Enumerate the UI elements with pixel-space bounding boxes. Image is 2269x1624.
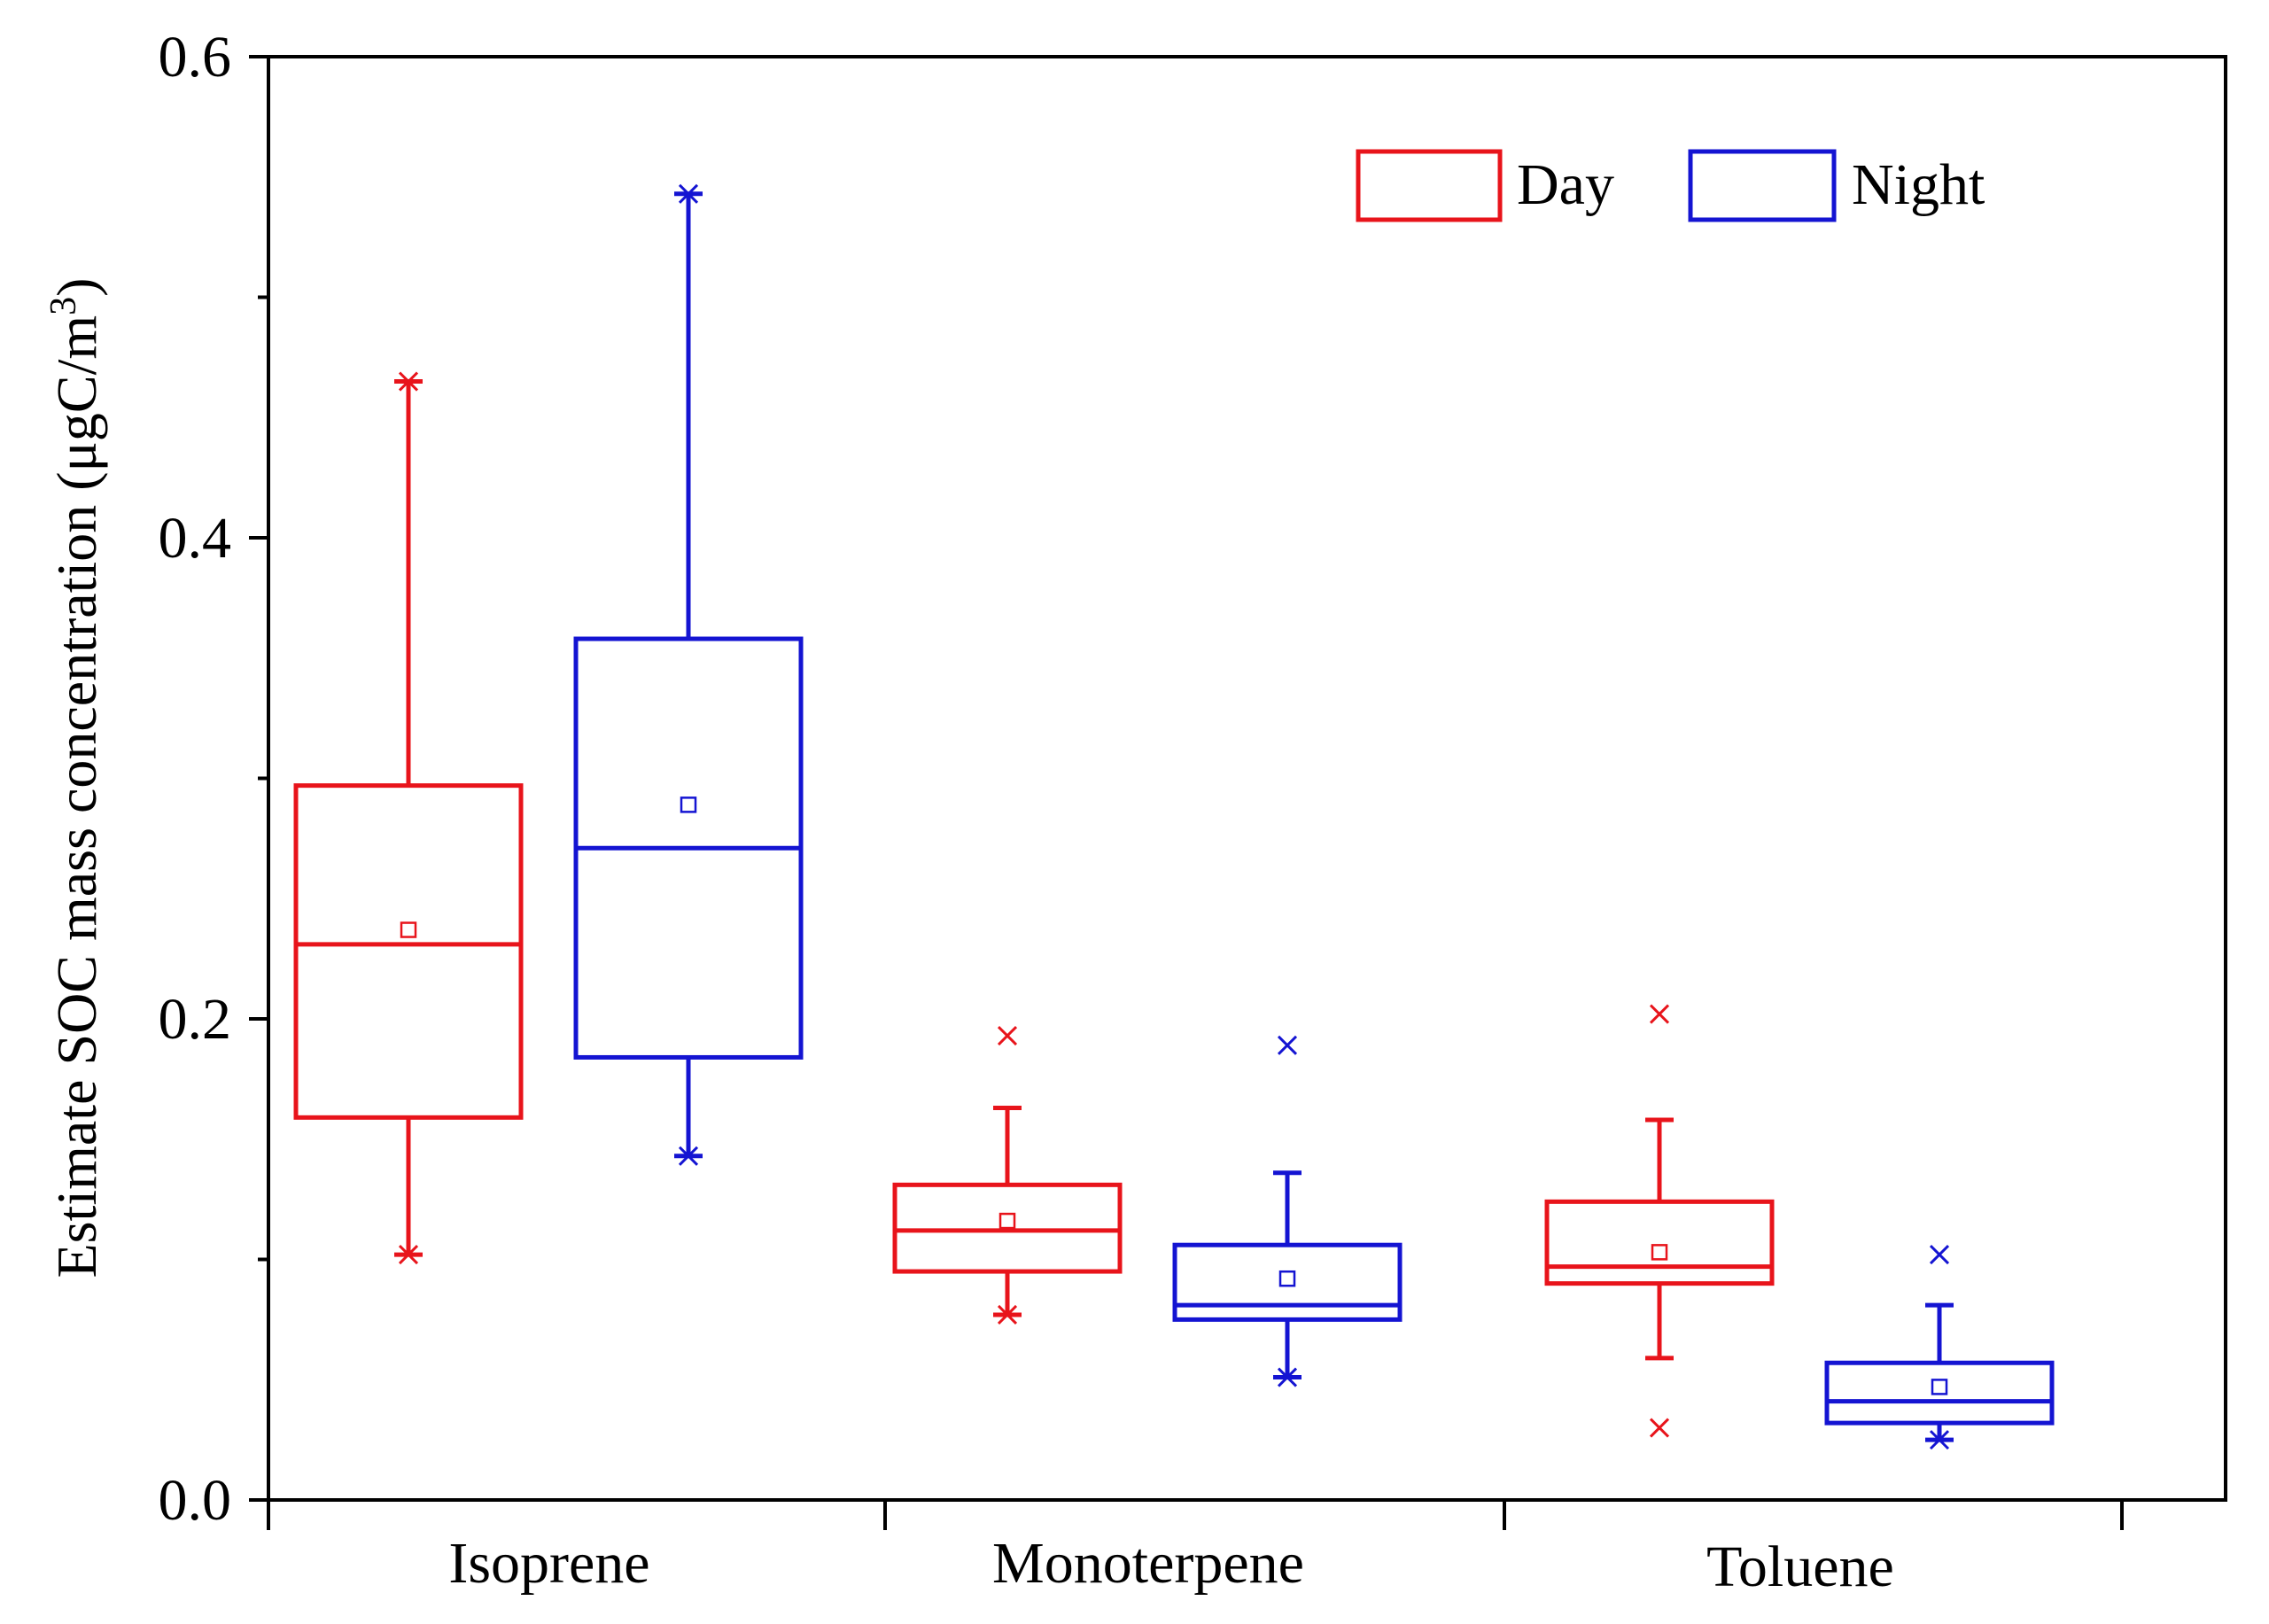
legend-label-day: Day bbox=[1517, 152, 1614, 217]
mean-marker bbox=[999, 1212, 1016, 1230]
y-axis: 0.0 0.2 0.4 0.6 bbox=[159, 25, 268, 1533]
box-day-toluene bbox=[1544, 1004, 1775, 1438]
y-axis-label: Estimate SOC mass concentration (μgC/m3) bbox=[43, 278, 108, 1278]
legend-label-night: Night bbox=[1852, 152, 1985, 217]
marker-stroke bbox=[1649, 1004, 1670, 1024]
max-marker bbox=[997, 1025, 1018, 1046]
y-tick-label: 0.0 bbox=[159, 1468, 232, 1533]
box-series-group bbox=[293, 183, 2055, 1450]
box-iqr bbox=[1824, 1360, 2055, 1426]
mean-marker bbox=[680, 796, 697, 813]
marker-stroke bbox=[1649, 1418, 1670, 1438]
y-tick-label: 0.2 bbox=[159, 987, 232, 1052]
box-iqr bbox=[1172, 1242, 1403, 1322]
marker-stroke bbox=[398, 371, 419, 392]
max-marker bbox=[1649, 1004, 1670, 1024]
box-night-toluene bbox=[1824, 1245, 2055, 1450]
marker-stroke bbox=[398, 1245, 419, 1265]
max-marker bbox=[398, 371, 419, 392]
min-marker bbox=[1929, 1430, 1950, 1450]
series-day bbox=[293, 371, 1775, 1438]
min-marker bbox=[1649, 1418, 1670, 1438]
marker-stroke bbox=[678, 183, 699, 204]
box-iqr bbox=[1544, 1199, 1775, 1286]
x-category-label: Toluene bbox=[1706, 1535, 1894, 1599]
max-marker bbox=[1277, 1035, 1298, 1055]
marker-stroke bbox=[1277, 1367, 1298, 1387]
box-iqr bbox=[293, 783, 524, 1120]
marker-stroke bbox=[1277, 1035, 1298, 1055]
y-tick-label: 0.4 bbox=[159, 506, 232, 571]
x-axis: Isoprene Monoterpene Toluene bbox=[267, 1500, 2124, 1599]
box-night-monoterpene bbox=[1172, 1035, 1403, 1387]
y-axis-label-superscript: 3 bbox=[43, 297, 84, 315]
min-marker bbox=[398, 1245, 419, 1265]
min-marker bbox=[1277, 1367, 1298, 1387]
series-night bbox=[573, 183, 2055, 1450]
box-night-isoprene bbox=[573, 183, 804, 1166]
box-day-monoterpene bbox=[892, 1025, 1123, 1325]
marker-stroke bbox=[1929, 1430, 1950, 1450]
max-marker bbox=[678, 183, 699, 204]
mean-marker bbox=[1931, 1379, 1948, 1395]
marker-stroke bbox=[1929, 1245, 1950, 1265]
mean-marker bbox=[1278, 1270, 1296, 1287]
y-tick-label: 0.6 bbox=[159, 25, 232, 89]
y-axis-label-main: Estimate SOC mass concentration (μgC/m bbox=[45, 315, 108, 1278]
y-axis-label-close: ) bbox=[45, 278, 108, 297]
marker-stroke bbox=[997, 1025, 1018, 1046]
min-marker bbox=[678, 1146, 699, 1166]
max-marker bbox=[1929, 1245, 1950, 1265]
mean-marker bbox=[1651, 1244, 1668, 1261]
min-marker bbox=[997, 1304, 1018, 1325]
marker-stroke bbox=[997, 1304, 1018, 1325]
box-iqr bbox=[892, 1182, 1123, 1274]
x-category-label: Monoterpene bbox=[992, 1531, 1304, 1596]
legend-swatch-day bbox=[1356, 149, 1503, 222]
x-category-label: Isoprene bbox=[448, 1531, 649, 1596]
box-day-isoprene bbox=[293, 371, 524, 1265]
marker-stroke bbox=[678, 1146, 699, 1166]
mean-marker bbox=[400, 921, 417, 938]
legend-swatch-night bbox=[1688, 149, 1837, 222]
legend: Day Night bbox=[1356, 149, 1985, 222]
